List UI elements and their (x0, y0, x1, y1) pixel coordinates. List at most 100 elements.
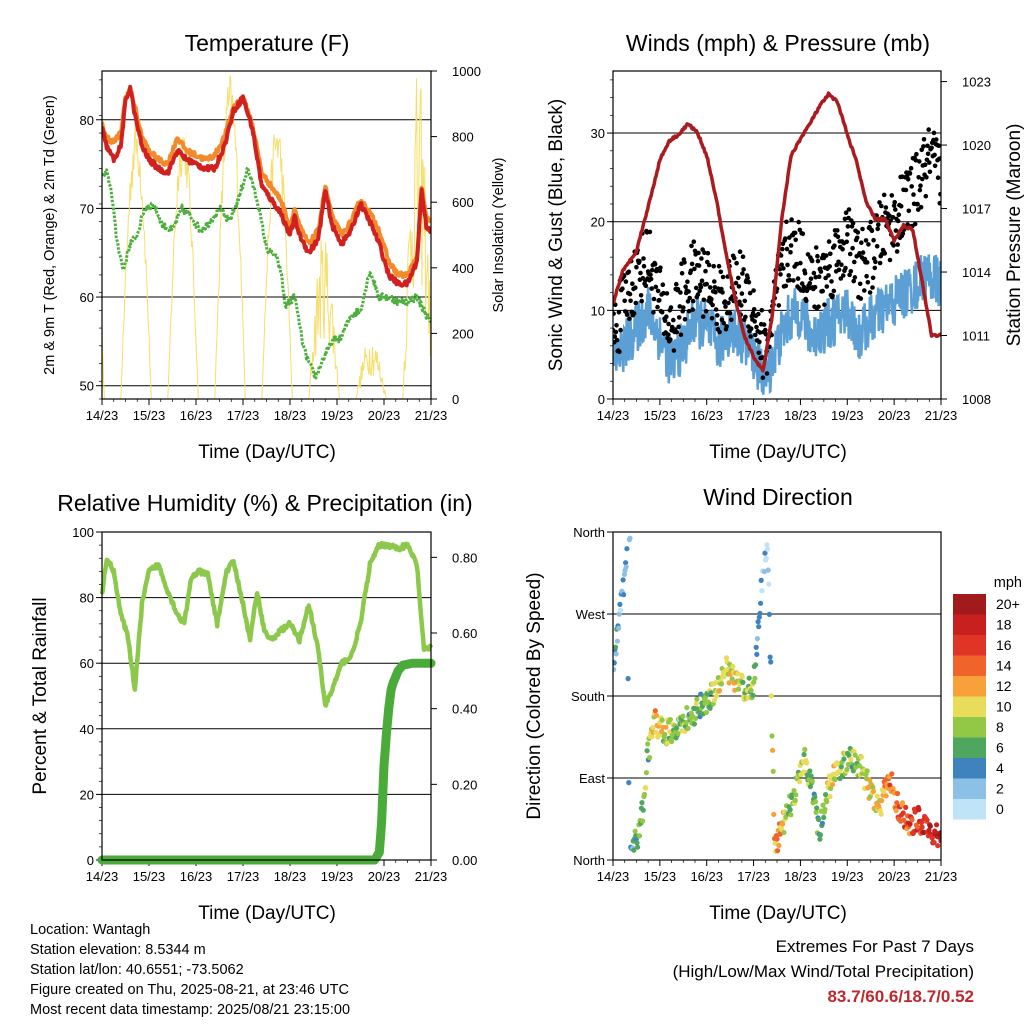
x-tick-label: 15/23 (644, 869, 677, 884)
direction-point (852, 752, 858, 758)
gust-point (613, 334, 618, 339)
gust-point (676, 324, 681, 330)
recent-timestamp: Most recent data timestamp: 2025/08/21 2… (30, 1002, 351, 1018)
gust-point (822, 302, 827, 308)
x-tick-label: 19/23 (831, 408, 864, 423)
gust-point (784, 246, 790, 252)
y-tick-label: 50 (80, 379, 94, 394)
direction-point (812, 799, 819, 805)
direction-point (916, 807, 922, 813)
gust-point (818, 269, 824, 274)
temperature-ylabel-left: 2m & 9m T (Red, Orange) & 2m Td (Green) (42, 95, 58, 375)
gust-point (827, 264, 832, 269)
direction-point (693, 700, 699, 707)
gust-point (655, 304, 660, 310)
gust-point (840, 246, 845, 252)
gust-point (780, 246, 785, 252)
direction-point (756, 624, 762, 630)
gust-point (627, 316, 632, 322)
temperature-ylabel-right: Solar Insolation (Yellow) (491, 157, 507, 312)
direction-point (801, 751, 807, 758)
gust-point (915, 201, 920, 207)
t9m-line (102, 86, 431, 280)
direction-point (707, 705, 713, 711)
gust-point (924, 175, 929, 180)
gust-point (750, 310, 756, 316)
gust-point (648, 272, 653, 278)
gust-point (717, 329, 722, 335)
winds-series (613, 91, 941, 395)
x-tick-label: 14/23 (597, 869, 630, 884)
direction-point (809, 778, 815, 784)
direction-point (652, 708, 658, 714)
gust-point (877, 200, 882, 205)
gust-point (675, 286, 681, 292)
direction-point (857, 763, 863, 769)
gust-point (677, 304, 683, 309)
gust-point (854, 235, 860, 241)
gust-point (802, 271, 808, 276)
gust-point (696, 250, 701, 256)
gust-point (936, 143, 941, 148)
gust-point (736, 284, 742, 289)
gust-point (866, 242, 871, 247)
gust-point (864, 260, 870, 265)
gust-point (826, 239, 832, 244)
direction-point (621, 592, 627, 598)
td2m-line (102, 166, 431, 380)
direction-point (764, 542, 770, 548)
gust-point (633, 285, 638, 291)
gust-point (641, 256, 646, 261)
gust-point (616, 309, 622, 315)
direction-point (889, 771, 895, 777)
solar-curve (355, 346, 387, 399)
direction-point (763, 555, 769, 561)
direction-point (787, 807, 793, 813)
gust-point (712, 279, 717, 284)
gust-point (919, 147, 924, 153)
direction-point (789, 792, 795, 798)
gust-point (731, 255, 737, 261)
gust-point (935, 175, 941, 180)
gust-point (736, 275, 741, 281)
direction-point (643, 785, 649, 791)
direction-point (617, 601, 623, 608)
gust-point (820, 288, 825, 294)
t2m-line (102, 84, 431, 288)
x-tick-label: 20/23 (368, 869, 401, 884)
gust-point (643, 283, 649, 289)
gust-point (655, 288, 661, 294)
colorbar-swatch (953, 594, 986, 615)
x-tick-label: 17/23 (737, 408, 770, 423)
gust-point (932, 152, 937, 158)
gust-point (881, 192, 887, 198)
direction-point (832, 777, 838, 783)
gust-point (666, 321, 671, 327)
direction-point (894, 800, 900, 806)
gust-point (626, 269, 632, 275)
gust-point (686, 289, 691, 294)
x-tick-label: 16/23 (180, 408, 213, 423)
direction-point (708, 690, 714, 696)
gust-point (868, 219, 873, 225)
gust-point (907, 171, 913, 176)
x-tick-label: 20/23 (368, 408, 401, 423)
gust-point (801, 284, 807, 290)
direction-point (624, 546, 630, 552)
gust-point (641, 263, 647, 269)
gust-point (671, 348, 677, 353)
gust-point (721, 320, 726, 326)
direction-point (915, 824, 921, 830)
x-tick-label: 15/23 (133, 408, 166, 423)
gust-point (668, 337, 673, 342)
gust-point (843, 265, 848, 271)
gust-point (700, 314, 706, 319)
gust-point (870, 275, 876, 281)
direction-point (739, 674, 745, 680)
y-tick-label: 20 (80, 787, 94, 802)
direction-point (883, 793, 889, 799)
y-tick-label: 40 (80, 722, 94, 737)
gust-point (903, 187, 909, 193)
gust-point (857, 281, 863, 287)
gust-point (748, 326, 754, 332)
